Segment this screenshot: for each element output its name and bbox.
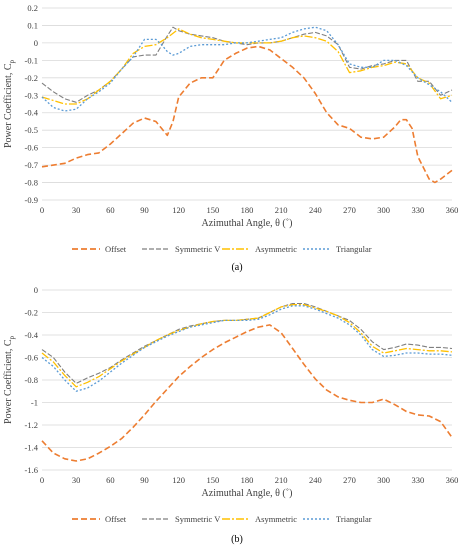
series-line-offset	[41, 45, 453, 184]
chart-a: 0.2 0.1 0 -0.1 -0.2 -0.3 -0.4 -0.5 -0.6 -0.7 -0.8 -…	[3, 3, 458, 273]
legend-item: Triangular	[303, 514, 372, 524]
y-tick-label: -1.6	[25, 465, 38, 475]
x-tick-label: 210	[275, 205, 288, 215]
x-tick-label: 90	[140, 475, 149, 485]
x-tick-label: 330	[411, 475, 424, 485]
chart-b: 0-0.2-0.4-0.6-0.8-1-1.2-1.4-1.60 30 60 90 12…	[3, 285, 458, 545]
y-tick-label: -0.9	[25, 195, 38, 205]
x-tick-label: 300	[377, 205, 390, 215]
x-tick-label: 150	[206, 205, 219, 215]
y-tick-label: -0.5	[25, 125, 38, 135]
x-tick-label: 270	[343, 205, 356, 215]
y-tick-label: -0.4	[25, 330, 39, 340]
legend-item: Triangular	[303, 244, 372, 254]
y-tick-label: -0.3	[25, 90, 38, 100]
x-tick-label: 180	[241, 475, 254, 485]
x-tick-label: 270	[343, 475, 356, 485]
series-line-triangular	[41, 26, 453, 112]
legend-item: Symmetric V	[142, 514, 221, 524]
y-tick-label: -0.8	[25, 178, 38, 188]
y-axis-title: Power Coefficient, Cp	[3, 335, 16, 424]
x-tick-label: 120	[172, 475, 185, 485]
x-tick-label: 0	[40, 475, 44, 485]
y-tick-label: -0.1	[25, 55, 38, 65]
x-tick-label: 180	[241, 205, 254, 215]
y-tick-label: -0.4	[25, 108, 39, 118]
y-axis-title-main: Power Coefficient, C	[3, 63, 14, 148]
x-tick-label: 30	[72, 205, 81, 215]
legend-item: Offset	[72, 514, 127, 524]
legend-item: Symmetric V	[142, 244, 221, 254]
y-tick-label: -0.2	[25, 73, 38, 83]
x-axis-title: Azimuthal Angle, θ (˚)	[202, 218, 293, 229]
x-tick-label: 330	[411, 205, 424, 215]
series-line-symmetric-v	[41, 302, 453, 384]
legend-label: Triangular	[336, 514, 372, 524]
y-tick-label: 0.1	[27, 20, 38, 30]
legend-label: Asymmetric	[255, 244, 297, 254]
chart-caption: (a)	[231, 262, 242, 273]
legend-label: Offset	[105, 244, 127, 254]
legend-label: Triangular	[336, 244, 372, 254]
y-axis-title-main: Power Coefficient, C	[3, 339, 14, 424]
legend-item: Asymmetric	[222, 514, 297, 524]
x-axis-title: Azimuthal Angle, θ (˚)	[202, 488, 293, 499]
x-tick-label: 240	[309, 205, 322, 215]
legend-label: Asymmetric	[255, 514, 297, 524]
y-axis-title: Power Coefficient, Cp	[3, 59, 16, 148]
y-axis-title-subscript: p	[8, 59, 16, 63]
x-tick-label: 60	[106, 475, 115, 485]
x-tick-label: 0	[40, 205, 44, 215]
y-tick-label: -0.7	[25, 160, 38, 170]
legend-label: Symmetric V	[175, 244, 221, 254]
y-tick-label: -1.4	[25, 443, 39, 453]
legend-item: Offset	[72, 244, 127, 254]
x-tick-label: 240	[309, 475, 322, 485]
y-axis-title-subscript: p	[8, 335, 16, 339]
y-tick-label: -0.6	[25, 143, 38, 153]
x-tick-label: 360	[446, 475, 459, 485]
y-tick-label: -0.8	[25, 375, 38, 385]
series-line-symmetric-v	[41, 26, 453, 103]
series-line-asymmetric	[41, 28, 453, 105]
x-tick-label: 360	[446, 205, 459, 215]
chart-caption: (b)	[231, 534, 243, 545]
y-tick-label: -1.2	[25, 420, 38, 430]
x-tick-label: 30	[72, 475, 81, 485]
y-tick-label: -0.2	[25, 308, 38, 318]
y-tick-label: 0.2	[27, 3, 38, 13]
y-tick-label: 0	[34, 38, 38, 48]
y-tick-label: -1	[31, 398, 38, 408]
series-line-asymmetric	[41, 303, 453, 388]
legend-label: Offset	[105, 514, 127, 524]
x-tick-label: 60	[106, 205, 115, 215]
x-tick-label: 300	[377, 475, 390, 485]
x-tick-label: 90	[140, 205, 149, 215]
x-tick-label: 120	[172, 205, 185, 215]
x-tick-label: 210	[275, 475, 288, 485]
y-tick-label: 0	[34, 285, 38, 295]
series-line-offset	[41, 324, 453, 462]
legend-label: Symmetric V	[175, 514, 221, 524]
x-tick-label: 150	[206, 475, 219, 485]
series-line-triangular	[41, 305, 453, 392]
legend-item: Asymmetric	[222, 244, 297, 254]
y-tick-label: -0.6	[25, 353, 38, 363]
